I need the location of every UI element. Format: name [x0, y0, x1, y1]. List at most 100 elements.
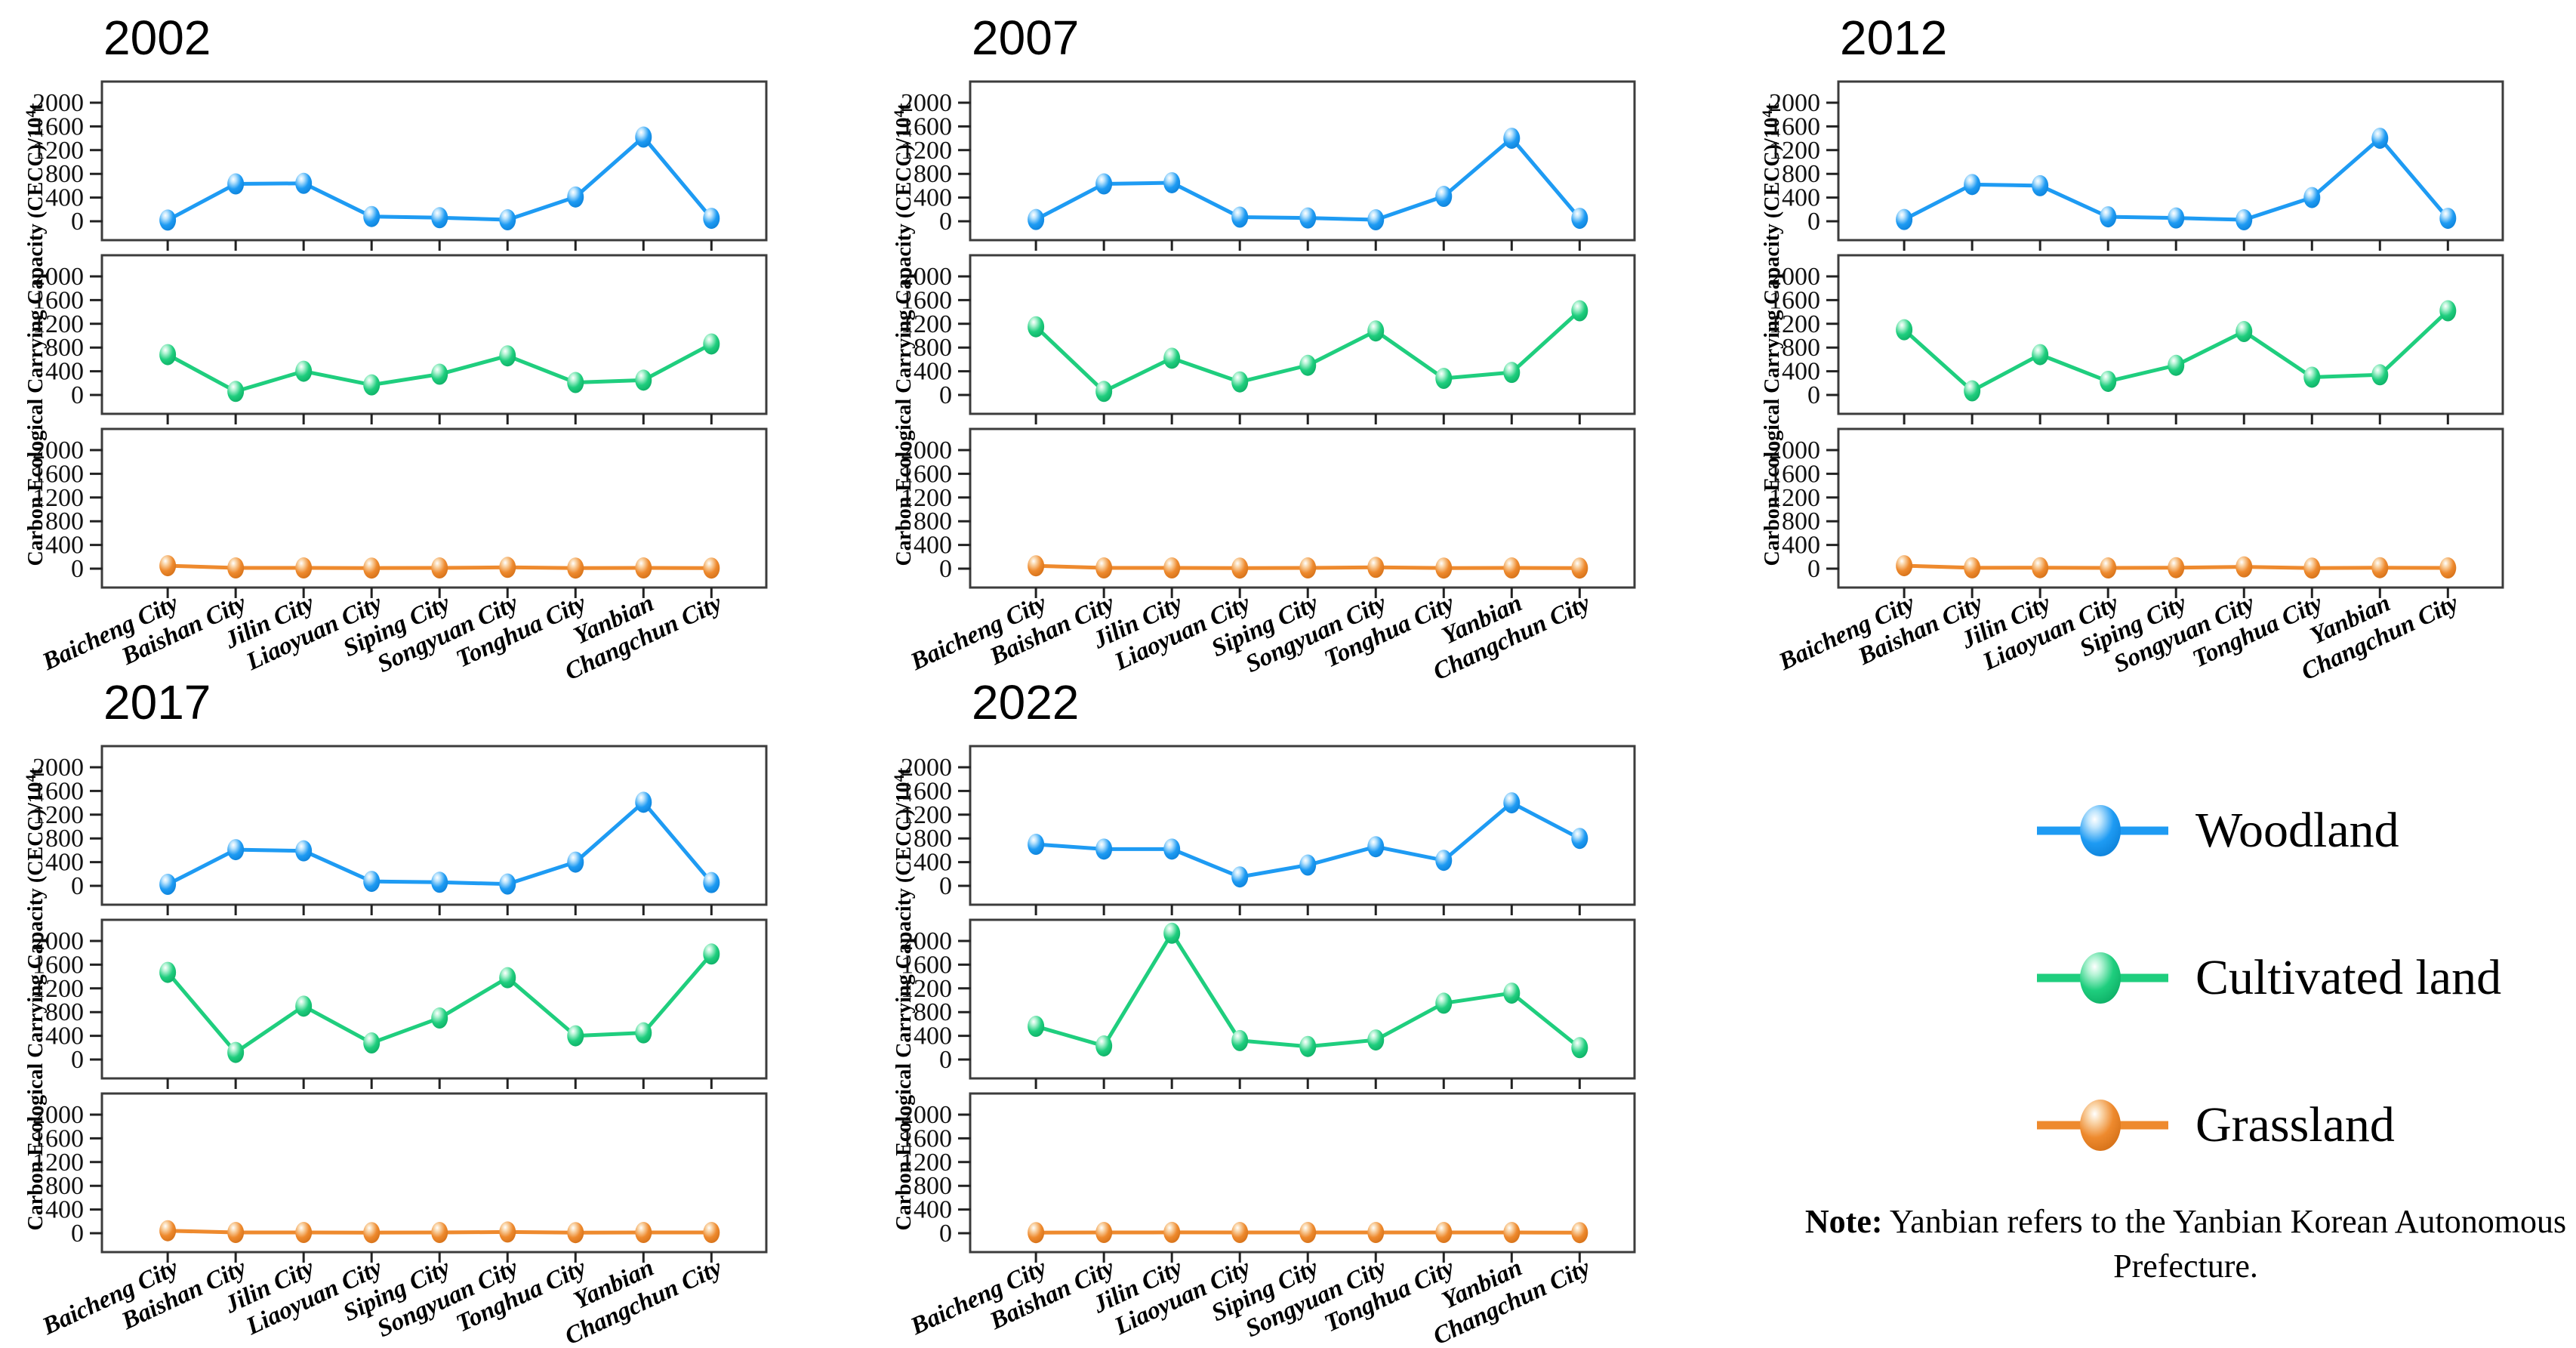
- woodland-marker-5: [499, 874, 516, 895]
- woodland-marker-7: [635, 127, 652, 148]
- grassland-marker-4: [2168, 557, 2184, 578]
- grassland-marker-7: [1503, 1222, 1520, 1243]
- grassland-marker-0: [159, 555, 176, 576]
- cultivated-land-marker-2: [295, 995, 312, 1016]
- legend-item-cultivated-land: Cultivated land: [2031, 936, 2574, 1019]
- woodland-marker-5: [499, 209, 516, 230]
- cultivated-land-marker-5: [499, 345, 516, 366]
- grassland-marker-7: [635, 1222, 652, 1243]
- woodland-marker-1: [227, 174, 244, 195]
- grassland-marker-8: [1571, 1222, 1588, 1243]
- cultivated-land-marker-4: [1299, 1036, 1316, 1057]
- woodland-marker-0: [1028, 209, 1044, 230]
- woodland-marker-8: [2439, 208, 2456, 229]
- cultivated-land-marker-0: [1028, 1016, 1044, 1037]
- grassland-marker-5: [499, 557, 516, 578]
- cultivated-land-marker-icon: [2031, 936, 2174, 1019]
- woodland-marker-7: [635, 791, 652, 813]
- cultivated-land-marker-1: [1095, 381, 1112, 402]
- cultivated-land-marker-2: [2032, 344, 2048, 366]
- woodland-marker-0: [159, 209, 176, 230]
- cultivated-land-marker-1: [227, 381, 244, 402]
- grassland-marker-5: [2236, 557, 2252, 578]
- y-tick-label: 2000: [901, 1101, 952, 1129]
- woodland-marker-3: [1231, 207, 1248, 228]
- grassland-marker-2: [1163, 1222, 1180, 1243]
- y-tick-label: 2000: [901, 436, 952, 464]
- y-tick-label: 2000: [1769, 436, 1820, 464]
- panel-title-2002: 2002: [103, 11, 211, 65]
- cultivated-land-marker-7: [635, 1023, 652, 1044]
- grassland-marker-2: [295, 1222, 312, 1243]
- grassland-marker-5: [1367, 557, 1384, 578]
- woodland-marker-4: [2168, 208, 2184, 229]
- grassland-marker-1: [1095, 1222, 1112, 1243]
- woodland-marker-7: [1503, 128, 1520, 149]
- plot-border: [102, 920, 766, 1078]
- woodland-marker-3: [1231, 866, 1248, 887]
- cultivated-land-marker-4: [431, 364, 448, 385]
- panel-title-2017: 2017: [103, 675, 211, 730]
- grassland-marker-3: [1231, 557, 1248, 578]
- grassland-marker-8: [2439, 557, 2456, 578]
- grassland-marker-0: [1028, 1222, 1044, 1243]
- woodland-marker-6: [1435, 186, 1452, 207]
- cultivated-land-marker-6: [1435, 992, 1452, 1013]
- grassland-marker-0: [159, 1220, 176, 1242]
- woodland-marker-6: [2303, 187, 2320, 208]
- y-tick-label: 2000: [901, 263, 952, 291]
- cultivated-land-marker-7: [1503, 982, 1520, 1004]
- grassland-marker-4: [431, 557, 448, 578]
- plot-border: [970, 746, 1635, 905]
- woodland-marker-icon: [2031, 789, 2174, 872]
- woodland-marker-3: [363, 871, 380, 892]
- grassland-marker-2: [295, 557, 312, 578]
- woodland-marker-3: [363, 206, 380, 227]
- cultivated-land-marker-3: [1231, 372, 1248, 393]
- woodland-marker-7: [2371, 128, 2388, 149]
- woodland-marker-4: [1299, 855, 1316, 876]
- woodland-marker-8: [1571, 208, 1588, 229]
- plot-border: [102, 255, 766, 414]
- woodland-marker-6: [1435, 850, 1452, 871]
- grassland-marker-3: [363, 1222, 380, 1243]
- y-tick-label: 2000: [1769, 89, 1820, 117]
- woodland-marker-1: [1095, 174, 1112, 195]
- cultivated-land-marker-8: [703, 943, 719, 964]
- woodland-marker-0: [159, 874, 176, 895]
- woodland-marker-2: [2032, 175, 2048, 196]
- woodland-marker-5: [2236, 209, 2252, 230]
- grassland-marker-2: [1163, 557, 1180, 578]
- cultivated-land-marker-0: [159, 344, 176, 366]
- grassland-marker-1: [1095, 557, 1112, 578]
- cultivated-land-marker-1: [227, 1042, 244, 1063]
- panel-title-2007: 2007: [972, 11, 1079, 65]
- legend-label-grassland: Grassland: [2195, 1097, 2395, 1154]
- y-tick-label: 2000: [32, 436, 84, 464]
- cultivated-land-marker-5: [499, 967, 516, 989]
- cultivated-land-marker-6: [567, 372, 584, 393]
- grassland-marker-4: [431, 1222, 448, 1243]
- cultivated-land-marker-4: [431, 1007, 448, 1029]
- woodland-marker-1: [1095, 838, 1112, 859]
- woodland-marker-6: [567, 852, 584, 873]
- footnote: Note: Yanbian refers to the Yanbian Kore…: [1801, 1199, 2571, 1289]
- grassland-marker-1: [227, 1222, 244, 1243]
- woodland-marker-5: [1367, 836, 1384, 857]
- cultivated-land-marker-5: [2236, 321, 2252, 342]
- cultivated-land-marker-4: [2168, 355, 2184, 376]
- cultivated-land-marker-8: [1571, 1037, 1588, 1058]
- panel-title-2022: 2022: [972, 675, 1079, 730]
- cultivated-land-marker-3: [1231, 1030, 1248, 1051]
